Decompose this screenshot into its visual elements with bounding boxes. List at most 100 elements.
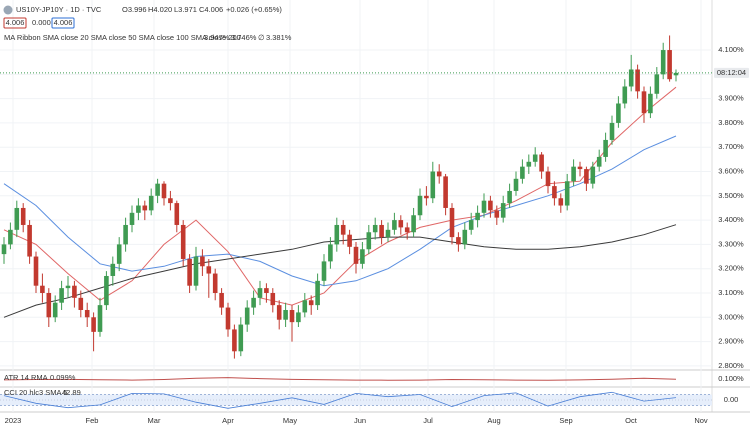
- ask[interactable]: 4.006: [54, 18, 73, 27]
- candle-body: [513, 178, 519, 191]
- candle-body: [494, 210, 500, 218]
- sell-box[interactable]: [3, 17, 27, 29]
- symbol-icon[interactable]: [3, 5, 13, 15]
- candle-body: [622, 86, 628, 104]
- candle-body: [72, 285, 77, 298]
- candle-body: [308, 300, 314, 306]
- y-tick-label: 2.800%: [718, 361, 744, 370]
- candle-body: [660, 50, 666, 75]
- candle-body: [468, 220, 474, 230]
- candle-body: [296, 312, 301, 323]
- candle-body: [456, 237, 461, 245]
- candle-body: [616, 103, 621, 123]
- ohlc-low: L3.971: [174, 5, 197, 14]
- candle-body: [116, 244, 122, 264]
- candle-body: [449, 207, 455, 238]
- candle-body: [552, 186, 557, 199]
- indicator-title[interactable]: MA Ribbon SMA close 20 SMA close 50 SMA …: [4, 33, 241, 42]
- countdown: 08:12:04: [717, 68, 746, 77]
- candle-body: [590, 166, 596, 184]
- candle-body: [673, 72, 679, 76]
- candle-body: [283, 309, 288, 320]
- candle-body: [520, 166, 525, 179]
- candle-body: [475, 212, 480, 221]
- cci-title[interactable]: CCI 20 hlc3 SMA 5: [4, 388, 67, 397]
- candle-body: [635, 69, 640, 92]
- atr-tick-label: 0.100%: [718, 374, 744, 383]
- candle-body: [340, 224, 346, 235]
- candle-body: [526, 161, 532, 167]
- x-tick-label: May: [283, 416, 297, 425]
- x-tick-label: Feb: [86, 416, 99, 425]
- candle-body: [8, 229, 13, 245]
- atr-title[interactable]: ATR 14 RMA: [4, 373, 48, 382]
- candle-body: [347, 234, 352, 247]
- candle-body: [584, 169, 589, 184]
- x-tick-label: Nov: [694, 416, 708, 425]
- atr-line: [3, 377, 677, 381]
- y-tick-label: 3.400%: [718, 215, 744, 224]
- candle-body: [385, 229, 391, 238]
- candle-body: [372, 224, 378, 233]
- candle-body: [500, 203, 506, 218]
- candle-body: [168, 198, 173, 204]
- candle-body: [97, 305, 103, 332]
- candle-body: [507, 190, 512, 204]
- candle-body: [123, 224, 128, 245]
- symbol[interactable]: US10Y-JP10Y · 1D · TVC: [16, 5, 102, 14]
- candle-body: [251, 297, 256, 308]
- candle-body: [129, 212, 135, 225]
- candle-body: [379, 224, 384, 238]
- candle-body: [91, 317, 96, 332]
- candle-body: [532, 154, 538, 162]
- candle-body: [136, 205, 141, 213]
- x-tick-label: Jul: [423, 416, 433, 425]
- candle-body: [200, 256, 205, 267]
- y-tick-label: 3.000%: [718, 312, 744, 321]
- y-tick-label: 3.500%: [718, 191, 744, 200]
- bid[interactable]: 4.006: [6, 18, 25, 27]
- candle-body: [238, 324, 244, 352]
- candle-body: [206, 266, 212, 274]
- ma-line: [3, 135, 677, 287]
- candle-body: [110, 263, 116, 276]
- candle-body: [14, 207, 20, 230]
- cci-line: [3, 391, 677, 409]
- x-tick-label: 2023: [5, 416, 22, 425]
- candle-body: [392, 220, 397, 230]
- candle-body: [155, 183, 160, 196]
- candle-body: [609, 122, 615, 140]
- ohlc-high: H4.020: [148, 5, 172, 14]
- x-tick-label: Apr: [222, 416, 234, 425]
- candle-body: [65, 285, 71, 289]
- candle-body: [315, 280, 320, 306]
- candle-body: [84, 309, 90, 318]
- candle-body: [187, 258, 192, 286]
- candle-body: [462, 229, 468, 245]
- ma-value: 3.947%: [204, 33, 230, 42]
- ohlc-close: C4.006: [199, 5, 223, 14]
- candle-body: [481, 200, 487, 213]
- buy-box[interactable]: [51, 17, 75, 29]
- y-tick-label: 3.600%: [718, 167, 744, 176]
- candle-body: [417, 195, 423, 216]
- cci-value: 42.89: [62, 388, 81, 397]
- candle-body: [654, 74, 660, 94]
- candle-body: [225, 307, 231, 330]
- candle-body: [52, 302, 58, 318]
- candle-body: [443, 176, 448, 208]
- atr-value: 0.099%: [50, 373, 76, 382]
- candle-body: [219, 292, 224, 308]
- candle-body: [142, 205, 148, 211]
- candle-body: [667, 50, 672, 80]
- candle-body: [232, 329, 237, 352]
- candle-body: [161, 183, 167, 199]
- y-tick-label: 4.100%: [718, 45, 744, 54]
- y-tick-label: 3.200%: [718, 264, 744, 273]
- x-tick-label: Jun: [354, 416, 366, 425]
- spread: 0.000: [32, 18, 51, 27]
- candle-body: [276, 305, 282, 320]
- countdown-tag: [714, 67, 749, 78]
